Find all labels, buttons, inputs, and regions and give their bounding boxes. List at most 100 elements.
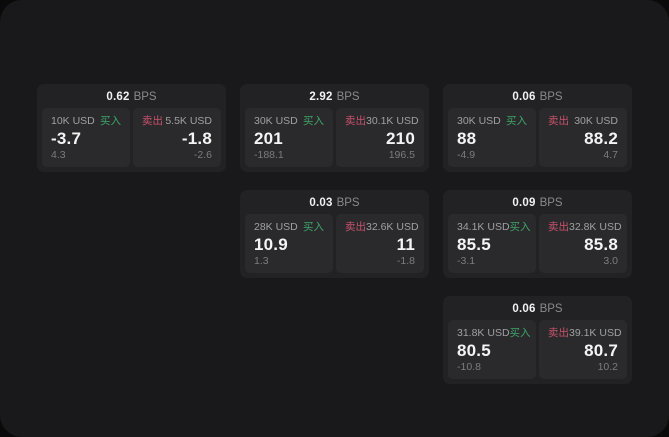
sell-price: 85.8 bbox=[584, 234, 618, 254]
bps-label: BPS bbox=[539, 196, 563, 209]
sell-label: 卖出 bbox=[345, 115, 366, 127]
sell-delta: -2.6 bbox=[193, 149, 212, 161]
spread-value: 0.06 bbox=[512, 302, 536, 315]
buy-panel-header: 30K USD 买入 bbox=[254, 115, 324, 127]
quote-card: 2.92 BPS 30K USD 买入 201 -188.1 卖出 30.1K … bbox=[240, 84, 429, 172]
sell-delta: 196.5 bbox=[388, 149, 415, 161]
sell-amount: 30K USD bbox=[574, 115, 618, 127]
quote-card: 0.03 BPS 28K USD 买入 10.9 1.3 卖出 32.6K US… bbox=[240, 190, 429, 278]
buy-panel-header: 28K USD 买入 bbox=[254, 221, 324, 233]
sell-panel-header: 卖出 32.8K USD bbox=[548, 221, 622, 233]
buy-panel-header: 34.1K USD 买入 bbox=[457, 221, 531, 233]
card-spread-header: 0.06 BPS bbox=[443, 296, 632, 319]
sell-panel-header: 卖出 39.1K USD bbox=[548, 327, 622, 339]
sell-panel[interactable]: 卖出 5.5K USD -1.8 -2.6 bbox=[133, 108, 221, 167]
quote-card: 0.09 BPS 34.1K USD 买入 85.5 -3.1 卖出 32.8K… bbox=[443, 190, 632, 278]
sell-amount: 39.1K USD bbox=[569, 327, 622, 339]
spread-value: 0.03 bbox=[309, 196, 333, 209]
sell-price: 88.2 bbox=[584, 128, 618, 148]
card-body: 31.8K USD 买入 80.5 -10.8 卖出 39.1K USD 80.… bbox=[443, 319, 632, 384]
sell-amount: 32.8K USD bbox=[569, 221, 622, 233]
buy-price: 80.5 bbox=[457, 340, 491, 360]
buy-price: 201 bbox=[254, 128, 283, 148]
buy-label: 买入 bbox=[303, 115, 324, 127]
buy-amount: 10K USD bbox=[51, 115, 95, 127]
buy-panel-header: 31.8K USD 买入 bbox=[457, 327, 531, 339]
spread-value: 0.62 bbox=[106, 90, 130, 103]
buy-label: 买入 bbox=[509, 327, 531, 339]
bps-label: BPS bbox=[336, 90, 360, 103]
sell-label: 卖出 bbox=[548, 327, 569, 339]
buy-panel-header: 30K USD 买入 bbox=[457, 115, 527, 127]
card-spread-header: 0.06 BPS bbox=[443, 84, 632, 107]
spread-value: 0.06 bbox=[512, 90, 536, 103]
card-body: 10K USD 买入 -3.7 4.3 卖出 5.5K USD -1.8 -2.… bbox=[37, 107, 226, 172]
buy-price: -3.7 bbox=[51, 128, 82, 148]
buy-delta: -10.8 bbox=[457, 361, 481, 373]
buy-panel[interactable]: 30K USD 买入 201 -188.1 bbox=[245, 108, 333, 167]
sell-amount: 32.6K USD bbox=[366, 221, 419, 233]
card-body: 30K USD 买入 88 -4.9 卖出 30K USD 88.2 4.7 bbox=[443, 107, 632, 172]
card-spread-header: 2.92 BPS bbox=[240, 84, 429, 107]
sell-panel[interactable]: 卖出 32.6K USD 11 -1.8 bbox=[336, 214, 424, 273]
bps-label: BPS bbox=[133, 90, 157, 103]
buy-delta: -3.1 bbox=[457, 255, 476, 267]
sell-panel[interactable]: 卖出 32.8K USD 85.8 3.0 bbox=[539, 214, 627, 273]
buy-delta: -4.9 bbox=[457, 149, 476, 161]
buy-price: 10.9 bbox=[254, 234, 288, 254]
buy-panel[interactable]: 31.8K USD 买入 80.5 -10.8 bbox=[448, 320, 536, 379]
sell-label: 卖出 bbox=[548, 221, 569, 233]
card-body: 28K USD 买入 10.9 1.3 卖出 32.6K USD 11 -1.8 bbox=[240, 213, 429, 278]
sell-amount: 30.1K USD bbox=[366, 115, 419, 127]
buy-panel[interactable]: 10K USD 买入 -3.7 4.3 bbox=[42, 108, 130, 167]
buy-delta: 1.3 bbox=[254, 255, 269, 267]
buy-amount: 31.8K USD bbox=[457, 327, 510, 339]
buy-amount: 30K USD bbox=[254, 115, 298, 127]
bps-label: BPS bbox=[539, 302, 563, 315]
quote-card: 0.06 BPS 30K USD 买入 88 -4.9 卖出 30K USD bbox=[443, 84, 632, 172]
card-body: 34.1K USD 买入 85.5 -3.1 卖出 32.8K USD 85.8… bbox=[443, 213, 632, 278]
card-spread-header: 0.09 BPS bbox=[443, 190, 632, 213]
quote-card: 0.06 BPS 31.8K USD 买入 80.5 -10.8 卖出 39.1… bbox=[443, 296, 632, 384]
sell-price: 11 bbox=[396, 234, 415, 254]
spread-value: 2.92 bbox=[309, 90, 333, 103]
buy-label: 买入 bbox=[303, 221, 324, 233]
sell-delta: 3.0 bbox=[603, 255, 618, 267]
buy-panel[interactable]: 28K USD 买入 10.9 1.3 bbox=[245, 214, 333, 273]
sell-delta: -1.8 bbox=[396, 255, 415, 267]
spread-value: 0.09 bbox=[512, 196, 536, 209]
sell-panel-header: 卖出 5.5K USD bbox=[142, 115, 212, 127]
bps-label: BPS bbox=[336, 196, 360, 209]
card-spread-header: 0.03 BPS bbox=[240, 190, 429, 213]
buy-delta: -188.1 bbox=[254, 149, 284, 161]
sell-label: 卖出 bbox=[548, 115, 569, 127]
sell-price: -1.8 bbox=[181, 128, 212, 148]
sell-amount: 5.5K USD bbox=[165, 115, 212, 127]
buy-price: 88 bbox=[457, 128, 477, 148]
buy-amount: 34.1K USD bbox=[457, 221, 510, 233]
buy-label: 买入 bbox=[509, 221, 531, 233]
card-spread-header: 0.62 BPS bbox=[37, 84, 226, 107]
bps-label: BPS bbox=[539, 90, 563, 103]
sell-delta: 10.2 bbox=[597, 361, 618, 373]
sell-panel[interactable]: 卖出 30K USD 88.2 4.7 bbox=[539, 108, 627, 167]
sell-panel[interactable]: 卖出 39.1K USD 80.7 10.2 bbox=[539, 320, 627, 379]
sell-panel-header: 卖出 30.1K USD bbox=[345, 115, 419, 127]
sell-price: 80.7 bbox=[584, 340, 618, 360]
buy-amount: 28K USD bbox=[254, 221, 298, 233]
buy-delta: 4.3 bbox=[51, 149, 66, 161]
buy-label: 买入 bbox=[506, 115, 527, 127]
buy-amount: 30K USD bbox=[457, 115, 501, 127]
sell-label: 卖出 bbox=[345, 221, 366, 233]
quote-grid: 0.62 BPS 10K USD 买入 -3.7 4.3 卖出 5.5K USD bbox=[37, 84, 632, 384]
buy-panel[interactable]: 30K USD 买入 88 -4.9 bbox=[448, 108, 536, 167]
sell-price: 210 bbox=[386, 128, 415, 148]
buy-price: 85.5 bbox=[457, 234, 491, 254]
buy-panel[interactable]: 34.1K USD 买入 85.5 -3.1 bbox=[448, 214, 536, 273]
sell-label: 卖出 bbox=[142, 115, 163, 127]
sell-panel[interactable]: 卖出 30.1K USD 210 196.5 bbox=[336, 108, 424, 167]
card-body: 30K USD 买入 201 -188.1 卖出 30.1K USD 210 1… bbox=[240, 107, 429, 172]
buy-label: 买入 bbox=[100, 115, 121, 127]
buy-panel-header: 10K USD 买入 bbox=[51, 115, 121, 127]
